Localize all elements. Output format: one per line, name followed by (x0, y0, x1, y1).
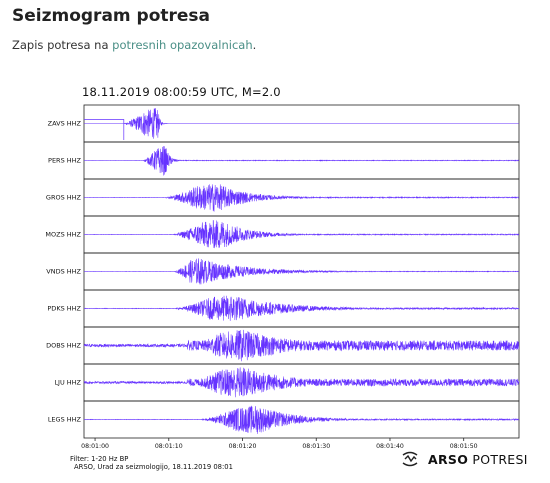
waveform-trace (83, 295, 520, 321)
station-label: GROS HHZ (46, 194, 82, 202)
brand-label: ARSO POTRESI (428, 452, 528, 467)
waveform-trace (83, 258, 519, 285)
brand-bold: ARSO (428, 451, 469, 467)
arso-logo-icon (402, 451, 418, 467)
station-label: ZAVS HHZ (48, 120, 82, 128)
x-tick-label: 08:01:20 (229, 443, 257, 450)
seismogram-heading: 18.11.2019 08:00:59 UTC, M=2.0 (82, 85, 281, 99)
waveform-trace (83, 367, 520, 398)
waveform-trace (84, 146, 519, 176)
brand-light: POTRESI (468, 451, 528, 467)
station-label: MOZS HHZ (45, 231, 81, 239)
intro-suffix: . (252, 38, 257, 52)
intro-prefix: Zapis potresa na (12, 38, 113, 52)
x-tick-label: 08:01:30 (302, 443, 330, 450)
station-label: PDKS HHZ (47, 305, 81, 313)
station-label: PERS HHZ (48, 157, 82, 165)
station-label: LJU HHZ (54, 379, 81, 387)
credit-note: ARSO, Urad za seizmologijo, 18.11.2019 0… (74, 463, 233, 471)
trace-step (84, 119, 125, 140)
arso-brand[interactable]: ARSO POTRESI (400, 451, 528, 467)
station-label: DOBS HHZ (46, 342, 81, 350)
figure-footer: Filter: 1-20 Hz BP ARSO, Urad za seizmol… (70, 455, 233, 471)
intro-text: Zapis potresa na potresnih opazovalnicah… (12, 38, 256, 52)
station-label: LEGS HHZ (48, 416, 82, 424)
page-title: Seizmogram potresa (12, 6, 211, 26)
station-label: VNDS HHZ (46, 268, 81, 276)
x-tick-label: 08:01:10 (155, 443, 183, 450)
waveform-trace (83, 329, 520, 362)
stations-link[interactable]: potresnih opazovalnicah (112, 38, 253, 52)
x-tick-label: 08:01:50 (450, 443, 478, 450)
x-tick-label: 08:01:00 (81, 443, 109, 450)
waveform-trace (83, 405, 520, 434)
waveform-trace (83, 219, 520, 249)
filter-note: Filter: 1-20 Hz BP (70, 455, 129, 463)
waveform-trace (83, 184, 520, 212)
x-tick-label: 08:01:40 (376, 443, 404, 450)
waveform-trace (84, 108, 519, 139)
